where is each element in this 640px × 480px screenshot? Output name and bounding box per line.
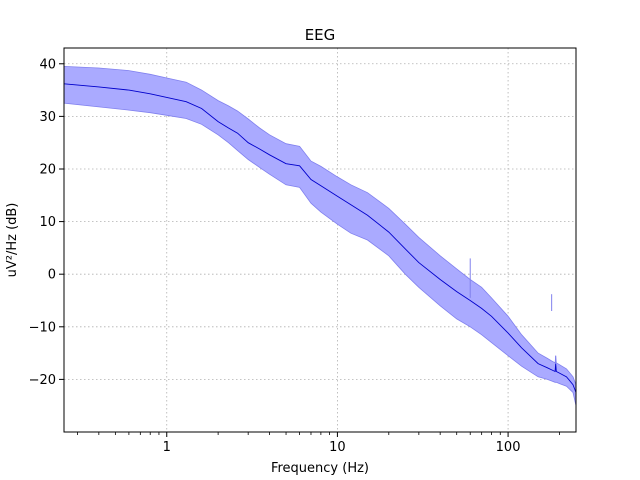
y-tick-label: 20	[39, 162, 56, 177]
series-line-layer	[63, 83, 577, 393]
series-mean-line	[63, 83, 577, 393]
y-tick-label: −10	[29, 320, 56, 335]
chart-title: EEG	[305, 26, 336, 44]
plot-frame	[63, 47, 577, 433]
y-tick-label: −20	[29, 373, 56, 388]
y-tick-label: 10	[39, 215, 56, 230]
x-axis-title: Frequency (Hz)	[271, 461, 369, 476]
x-tick-label: 1	[163, 440, 171, 455]
y-axis-ticks: −20 −10 0 10 20 30 40	[29, 57, 64, 388]
grid	[64, 48, 576, 432]
x-tick-label: 100	[496, 440, 521, 455]
y-tick-label: 0	[48, 268, 56, 283]
y-axis-title: uV²/Hz (dB)	[5, 203, 20, 278]
y-tick-label: 30	[39, 110, 56, 125]
y-tick-label: 40	[39, 57, 56, 72]
x-tick-label: 10	[329, 440, 346, 455]
x-axis-ticks: 1 10 100	[77, 432, 560, 455]
